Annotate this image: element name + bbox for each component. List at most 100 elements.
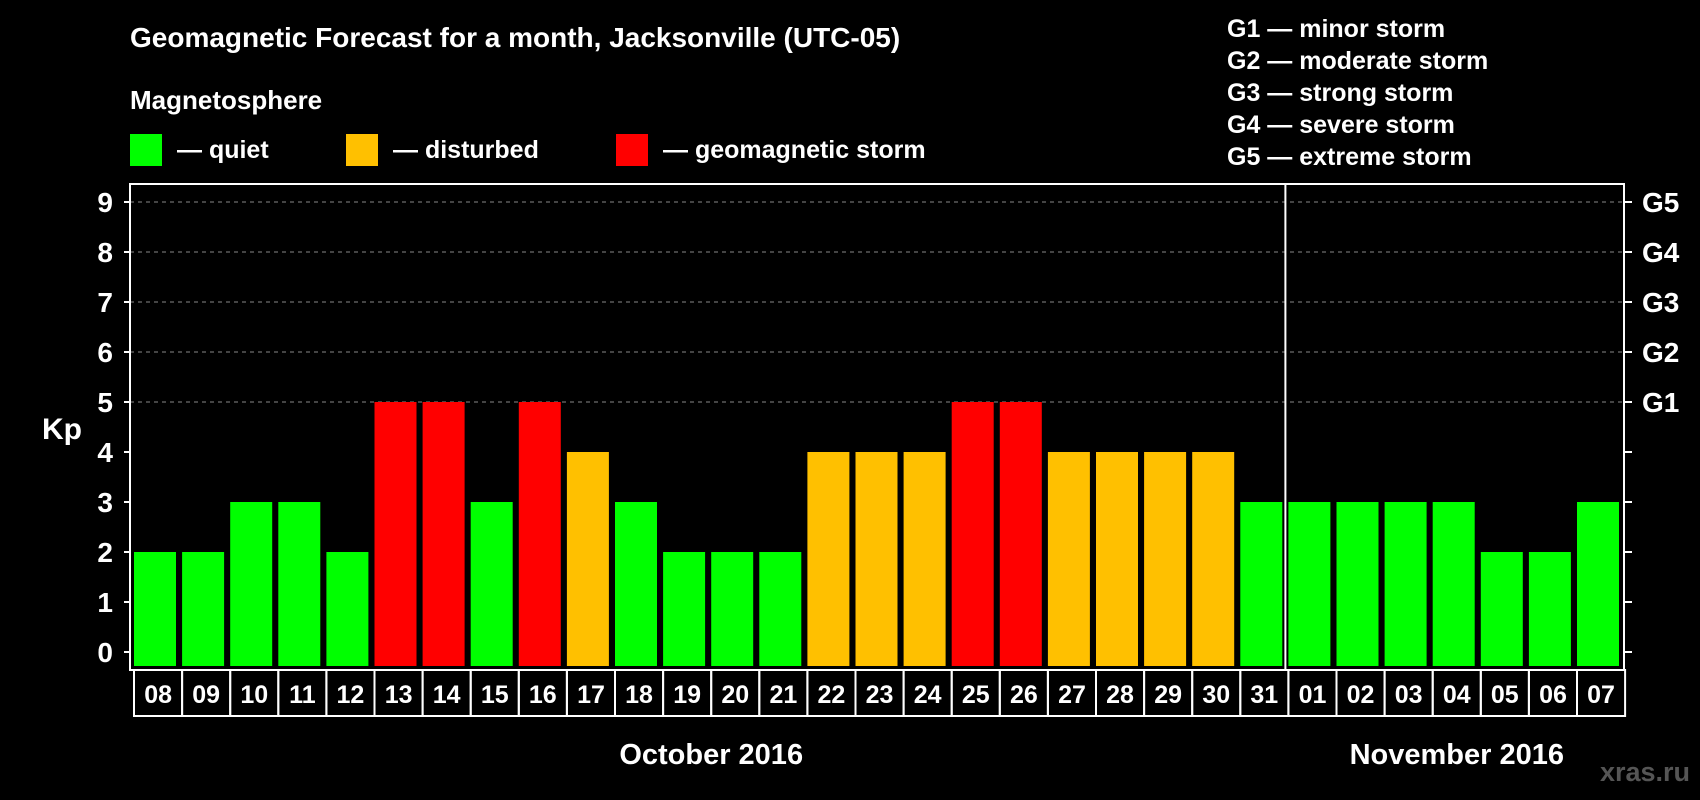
bar-09 bbox=[182, 552, 225, 666]
bar-02 bbox=[1336, 502, 1379, 666]
y-tick-label-8: 8 bbox=[97, 237, 113, 268]
storm-scale-g4: G4 — severe storm bbox=[1227, 111, 1455, 139]
date-label-24: 24 bbox=[914, 681, 942, 709]
date-label-02: 02 bbox=[1347, 681, 1375, 709]
date-label-11: 11 bbox=[289, 681, 316, 709]
bar-05 bbox=[1480, 552, 1523, 666]
storm-level-label-g1: G1 bbox=[1642, 387, 1679, 418]
date-label-13: 13 bbox=[385, 681, 413, 709]
x-axis-date-row: 08 09 10 11 12 13 14 15 16 17 18 19 20 21 22 23 24 25 26 27… bbox=[133, 669, 1627, 717]
legend-label-disturbed: — disturbed bbox=[393, 136, 539, 164]
y-tick-label-5: 5 bbox=[97, 387, 113, 418]
date-label-25: 25 bbox=[962, 681, 990, 709]
y-tick-label-1: 1 bbox=[97, 587, 113, 618]
bar-21 bbox=[759, 552, 802, 666]
y-axis-label: Kp bbox=[42, 413, 82, 446]
y-tick-label-4: 4 bbox=[97, 437, 113, 468]
bar-20 bbox=[711, 552, 754, 666]
bars bbox=[134, 402, 1619, 666]
y-axis: 0 1 2 3 4 5 6 7 8 9 bbox=[97, 187, 130, 668]
date-label-15: 15 bbox=[481, 681, 509, 709]
bar-07 bbox=[1577, 502, 1619, 666]
storm-scale-g5: G5 — extreme storm bbox=[1227, 143, 1472, 171]
bar-03 bbox=[1384, 502, 1427, 666]
y-tick-label-2: 2 bbox=[97, 537, 113, 568]
bar-17 bbox=[566, 452, 609, 666]
bar-14 bbox=[422, 402, 465, 666]
y-tick-label-0: 0 bbox=[97, 637, 113, 668]
storm-level-label-g2: G2 bbox=[1642, 337, 1679, 368]
date-cell-07 bbox=[1576, 669, 1627, 717]
bar-15 bbox=[470, 502, 513, 666]
date-label-17: 17 bbox=[577, 681, 605, 709]
date-label-30: 30 bbox=[1202, 681, 1230, 709]
bar-25 bbox=[951, 402, 994, 666]
legend-label-quiet: — quiet bbox=[177, 136, 269, 164]
date-label-31: 31 bbox=[1250, 681, 1278, 709]
date-label-29: 29 bbox=[1154, 681, 1182, 709]
storm-scale-g1: G1 — minor storm bbox=[1227, 15, 1445, 43]
date-label-04: 04 bbox=[1443, 681, 1471, 709]
bar-30 bbox=[1192, 452, 1235, 666]
storm-scale-legend: G1 — minor storm G2 — moderate storm G3 … bbox=[1227, 15, 1488, 171]
storm-level-label-g3: G3 bbox=[1642, 287, 1679, 318]
date-label-27: 27 bbox=[1058, 681, 1086, 709]
date-label-12: 12 bbox=[336, 681, 364, 709]
y-tick-label-9: 9 bbox=[97, 187, 113, 218]
watermark: xras.ru bbox=[1600, 757, 1690, 787]
y-tick-label-6: 6 bbox=[97, 337, 113, 368]
bar-11 bbox=[278, 502, 321, 666]
legend-swatch-storm bbox=[616, 134, 648, 166]
bar-12 bbox=[326, 552, 369, 666]
gridlines bbox=[130, 201, 1624, 403]
date-label-16: 16 bbox=[529, 681, 557, 709]
date-label-01: 01 bbox=[1299, 681, 1327, 709]
date-label-28: 28 bbox=[1106, 681, 1134, 709]
bar-06 bbox=[1528, 552, 1571, 666]
bar-28 bbox=[1096, 452, 1138, 666]
legend-title: Magnetosphere bbox=[130, 85, 322, 115]
month-label-october: October 2016 bbox=[619, 739, 803, 771]
date-label-21: 21 bbox=[769, 681, 797, 709]
legend-item-disturbed: — disturbed bbox=[346, 134, 539, 166]
legend-item-quiet: — quiet bbox=[130, 134, 269, 166]
y-tick-label-3: 3 bbox=[97, 487, 113, 518]
bar-19 bbox=[663, 552, 706, 666]
legend-swatch-disturbed bbox=[346, 134, 378, 166]
legend-label-storm: — geomagnetic storm bbox=[663, 136, 926, 164]
bar-18 bbox=[615, 502, 657, 666]
storm-level-axis: G1 G2 G3 G4 G5 bbox=[1624, 187, 1680, 653]
bar-31 bbox=[1240, 502, 1283, 666]
y-tick-label-7: 7 bbox=[97, 287, 113, 318]
date-label-26: 26 bbox=[1010, 681, 1038, 709]
date-label-09: 09 bbox=[192, 681, 220, 709]
date-label-22: 22 bbox=[817, 681, 845, 709]
date-label-19: 19 bbox=[673, 681, 701, 709]
legend: — quiet — disturbed — geomagnetic storm bbox=[130, 134, 926, 166]
bar-01 bbox=[1288, 502, 1331, 666]
date-label-23: 23 bbox=[866, 681, 894, 709]
date-label-10: 10 bbox=[240, 681, 268, 709]
date-label-08: 08 bbox=[144, 681, 172, 709]
storm-level-label-g4: G4 bbox=[1642, 237, 1680, 268]
legend-swatch-quiet bbox=[130, 134, 162, 166]
storm-scale-g2: G2 — moderate storm bbox=[1227, 47, 1488, 75]
date-label-18: 18 bbox=[625, 681, 653, 709]
date-label-14: 14 bbox=[433, 681, 461, 709]
bar-22 bbox=[807, 452, 850, 666]
date-label-03: 03 bbox=[1395, 681, 1423, 709]
bar-10 bbox=[230, 502, 273, 666]
legend-item-storm: — geomagnetic storm bbox=[616, 134, 926, 166]
bar-27 bbox=[1047, 452, 1090, 666]
bar-26 bbox=[999, 402, 1042, 666]
date-label-07: 07 bbox=[1587, 681, 1615, 709]
bar-24 bbox=[903, 452, 946, 666]
month-label-november: November 2016 bbox=[1350, 739, 1564, 771]
bar-04 bbox=[1432, 502, 1475, 666]
storm-scale-g3: G3 — strong storm bbox=[1227, 79, 1453, 107]
bar-08 bbox=[134, 552, 176, 666]
bar-23 bbox=[855, 452, 898, 666]
storm-level-label-g5: G5 bbox=[1642, 187, 1679, 218]
bar-16 bbox=[518, 402, 561, 666]
